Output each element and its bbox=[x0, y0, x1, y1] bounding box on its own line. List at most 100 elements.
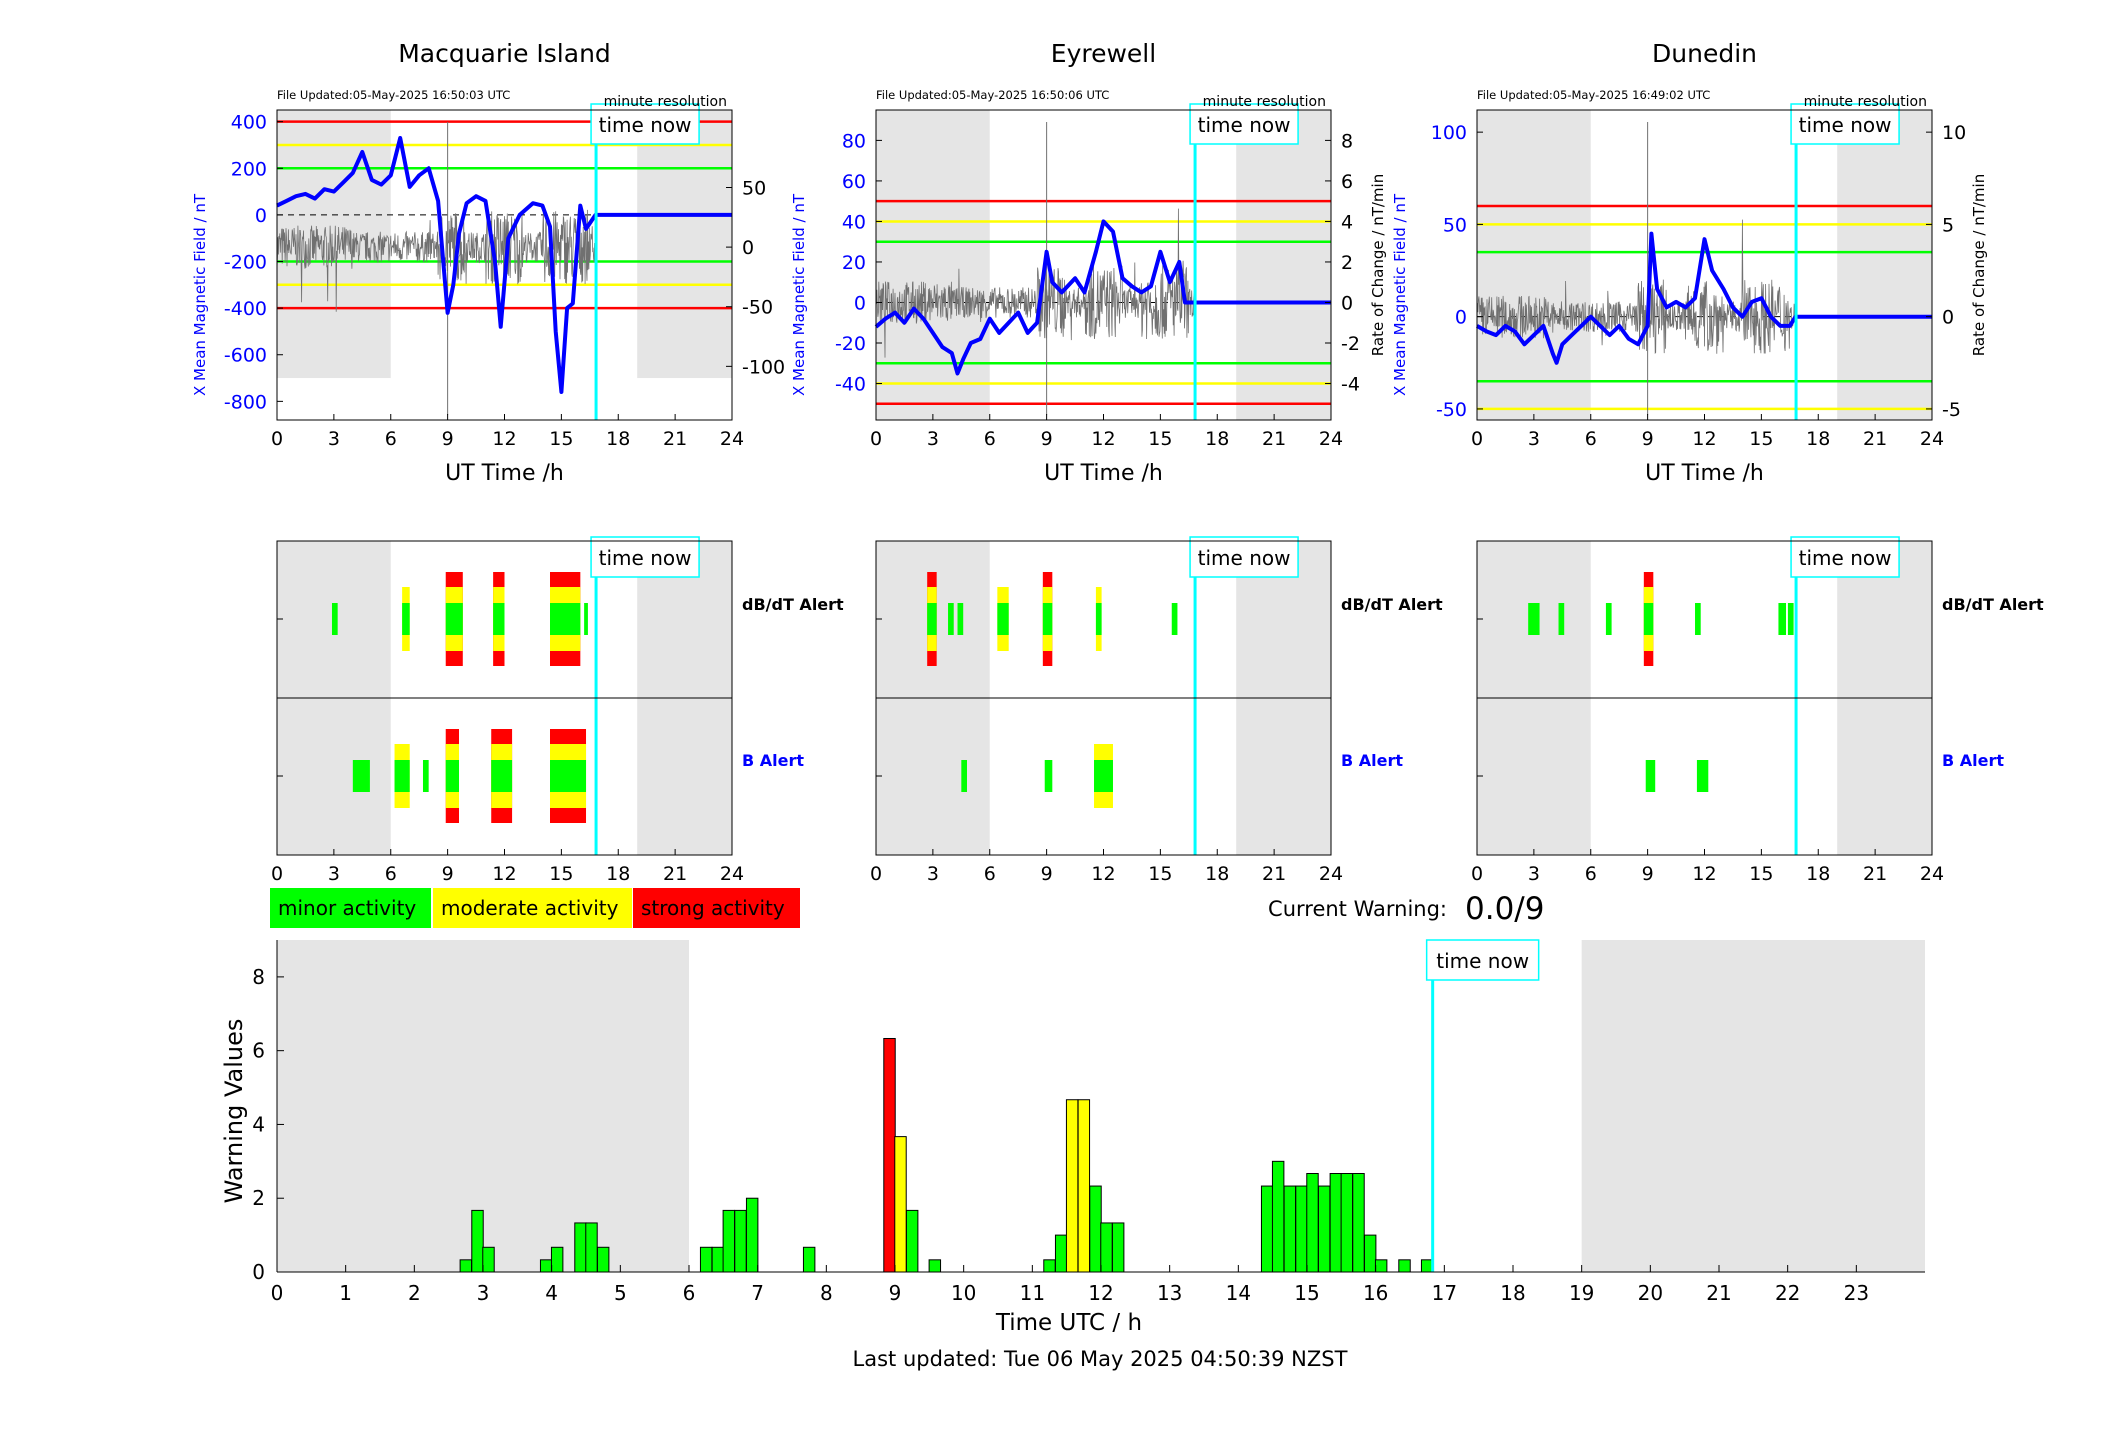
file-updated-text: File Updated:05-May-2025 16:50:06 UTC bbox=[876, 88, 1109, 102]
warning-bar bbox=[1295, 1185, 1308, 1273]
time-now-label: time now bbox=[599, 113, 692, 137]
night-shade bbox=[637, 110, 732, 379]
x-tick-label: 6 bbox=[984, 428, 996, 450]
y-tick-label: 40 bbox=[842, 211, 866, 233]
dbdt-alert-label: dB/dT Alert bbox=[1942, 595, 2044, 614]
x-tick-label: 15 bbox=[1749, 863, 1773, 885]
x-tick-label: 18 bbox=[606, 428, 630, 450]
x-tick-label: 24 bbox=[720, 863, 744, 885]
dbdt-alert-bar bbox=[584, 603, 588, 635]
legend-swatch bbox=[433, 888, 632, 928]
dbdt-alert-bar bbox=[1643, 603, 1654, 635]
resolution-text: minute resolution bbox=[1804, 94, 1927, 110]
dbdt-alert-bar bbox=[927, 603, 937, 635]
y-axis-label-left: X Mean Magnetic Field / nT bbox=[1391, 193, 1409, 396]
legend-label: minor activity bbox=[278, 896, 416, 920]
legend-label: moderate activity bbox=[441, 896, 619, 920]
time-now-box bbox=[590, 536, 700, 578]
x-tick-label: 24 bbox=[1920, 863, 1944, 885]
x-tick-label: 20 bbox=[1638, 1281, 1663, 1305]
x-tick-label: 3 bbox=[477, 1281, 490, 1305]
x-tick-label: 9 bbox=[1041, 428, 1053, 450]
y2-tick-label: 0 bbox=[742, 237, 754, 259]
b-alert-bar bbox=[1696, 760, 1709, 792]
x-tick-label: 12 bbox=[1692, 863, 1716, 885]
dbdt-alert-bar bbox=[550, 603, 581, 635]
footer-last-updated: Last updated: Tue 06 May 2025 04:50:39 N… bbox=[853, 1347, 1348, 1371]
x-tick-label: 12 bbox=[492, 428, 516, 450]
y2-tick-label: 4 bbox=[1341, 211, 1353, 233]
dbdt-alert-bar bbox=[1171, 603, 1178, 635]
x-tick-label: 15 bbox=[1294, 1281, 1319, 1305]
y2-tick-label: 0 bbox=[1942, 307, 1954, 329]
y-tick-label: 0 bbox=[255, 205, 267, 227]
b-alert-label: B Alert bbox=[1341, 751, 1403, 770]
warning-bar bbox=[1054, 1234, 1068, 1273]
x-axis-label: Time UTC / h bbox=[995, 1310, 1142, 1336]
station-panel-1: Macquarie Island time now File Updated:05-… bbox=[191, 39, 844, 885]
y-tick-label: -40 bbox=[835, 374, 866, 396]
warning-bar bbox=[459, 1259, 473, 1273]
y2-tick-label: 2 bbox=[1341, 252, 1353, 274]
warning-bar bbox=[1306, 1173, 1319, 1273]
y2-tick-label: -2 bbox=[1341, 333, 1360, 355]
x-tick-label: 18 bbox=[1806, 428, 1830, 450]
x-tick-label: 24 bbox=[720, 428, 744, 450]
x-tick-label: 9 bbox=[889, 1281, 902, 1305]
b-alert-bar bbox=[422, 760, 429, 792]
rate-of-change-trace bbox=[276, 209, 596, 312]
x-tick-label: 24 bbox=[1319, 863, 1343, 885]
dbdt-alert-bar bbox=[493, 603, 505, 635]
warning-bar bbox=[539, 1259, 553, 1273]
time-now-box bbox=[1790, 536, 1900, 578]
warning-bar bbox=[585, 1222, 598, 1273]
station-panel-2: Eyrewell time now File Updated:05-May-2025… bbox=[790, 39, 1443, 885]
x-tick-label: 18 bbox=[606, 863, 630, 885]
legend-swatch bbox=[270, 888, 431, 928]
x-tick-label: 0 bbox=[271, 863, 283, 885]
warning-bar bbox=[745, 1197, 759, 1273]
x-tick-label: 18 bbox=[1205, 863, 1229, 885]
legend-label: strong activity bbox=[641, 896, 785, 920]
warning-bar bbox=[711, 1246, 725, 1273]
dbdt-alert-bar bbox=[948, 603, 954, 635]
y-axis-label-left: X Mean Magnetic Field / nT bbox=[790, 193, 808, 396]
y-axis-label-left: X Mean Magnetic Field / nT bbox=[191, 193, 209, 396]
x-tick-label: 6 bbox=[385, 863, 397, 885]
y2-tick-label: 10 bbox=[1942, 122, 1966, 144]
x-tick-label: 12 bbox=[1091, 428, 1115, 450]
dbdt-alert-bar bbox=[402, 603, 410, 635]
mean-field-trace bbox=[874, 219, 1331, 376]
dbdt-alert-bar bbox=[1605, 603, 1612, 635]
y-tick-label: -800 bbox=[224, 391, 267, 413]
dbdt-alert-bar bbox=[1778, 603, 1787, 635]
x-tick-label: 0 bbox=[1471, 863, 1483, 885]
time-now-box bbox=[1790, 103, 1900, 145]
y2-tick-label: 8 bbox=[1341, 130, 1353, 152]
warning-bar bbox=[1111, 1222, 1125, 1273]
dbdt-alert-bar bbox=[1042, 603, 1053, 635]
x-tick-label: 3 bbox=[328, 863, 340, 885]
y-tick-label: 20 bbox=[842, 252, 866, 274]
x-tick-label: 15 bbox=[1148, 428, 1172, 450]
y-tick-label: 80 bbox=[842, 130, 866, 152]
y2-tick-label: -4 bbox=[1341, 374, 1360, 396]
x-tick-label: 21 bbox=[663, 863, 687, 885]
b-alert-label: B Alert bbox=[1942, 751, 2004, 770]
dbdt-alert-bar bbox=[1528, 603, 1540, 635]
time-now-label: time now bbox=[1799, 546, 1892, 570]
y-tick-label: 0 bbox=[252, 1260, 265, 1284]
x-tick-label: 0 bbox=[870, 428, 882, 450]
dbdt-alert-label: dB/dT Alert bbox=[1341, 595, 1443, 614]
x-tick-label: 18 bbox=[1205, 428, 1229, 450]
y-tick-label: -200 bbox=[224, 252, 267, 274]
night-shade bbox=[1236, 110, 1331, 420]
x-tick-label: 0 bbox=[271, 428, 283, 450]
x-tick-label: 4 bbox=[545, 1281, 558, 1305]
mean-field-trace bbox=[276, 136, 732, 394]
time-now-box bbox=[1425, 939, 1540, 981]
y2-tick-label: 0 bbox=[1341, 292, 1353, 314]
x-tick-label: 8 bbox=[820, 1281, 833, 1305]
current-warning-value: 0.0/9 bbox=[1465, 891, 1544, 927]
y2-tick-label: -100 bbox=[742, 356, 785, 378]
